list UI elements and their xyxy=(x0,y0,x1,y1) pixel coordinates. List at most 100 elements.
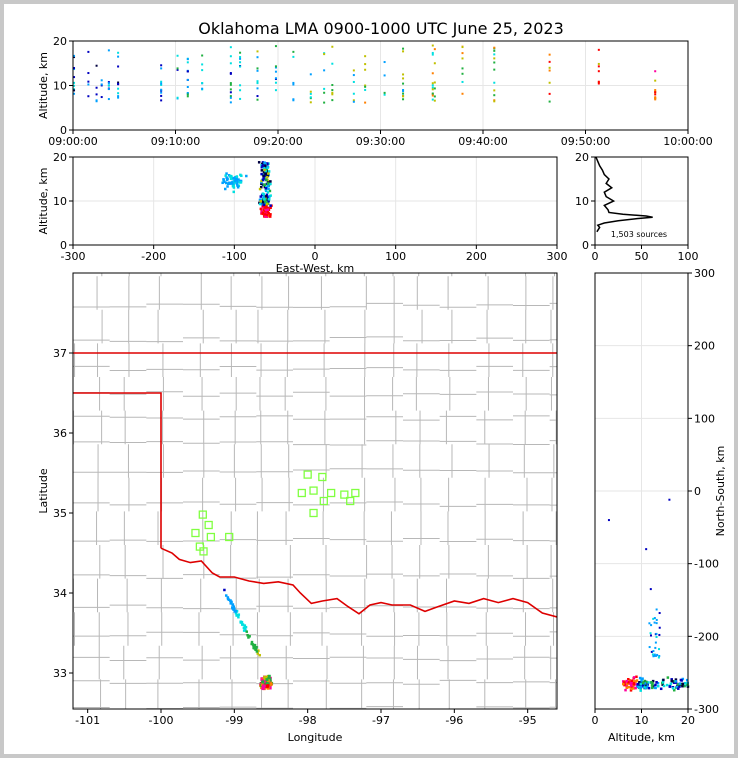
source-point xyxy=(267,170,271,173)
source-point xyxy=(364,88,367,91)
lma-station-marker xyxy=(199,547,208,556)
x-tick-label: 20 xyxy=(681,714,695,727)
source-point xyxy=(260,202,264,205)
source-point xyxy=(674,678,678,681)
source-point xyxy=(87,95,90,98)
source-point xyxy=(266,196,270,199)
source-point xyxy=(268,679,272,683)
source-point xyxy=(256,56,259,59)
source-point xyxy=(266,210,269,213)
source-point xyxy=(247,636,250,639)
source-point xyxy=(265,193,269,197)
source-point xyxy=(274,66,277,69)
source-point xyxy=(265,684,269,688)
source-point xyxy=(323,87,326,90)
lma-station-marker xyxy=(191,528,200,538)
source-point xyxy=(274,81,277,84)
source-point xyxy=(651,686,654,690)
source-point xyxy=(100,96,103,99)
source-point xyxy=(625,686,628,690)
source-point xyxy=(431,72,434,75)
source-point xyxy=(229,82,232,85)
source-point xyxy=(261,178,265,182)
source-point xyxy=(597,62,600,65)
source-point xyxy=(160,82,163,85)
source-point xyxy=(654,98,657,101)
source-point xyxy=(433,81,436,84)
source-point xyxy=(331,89,334,92)
source-point xyxy=(670,678,673,681)
source-point xyxy=(548,66,551,69)
y-tick-label: 37 xyxy=(53,347,67,360)
time-height-panel: 09:00:00 09:10:00 09:20:00 09:30:00 09:40:00… xyxy=(37,35,713,148)
source-point xyxy=(650,650,653,653)
source-point xyxy=(261,680,265,684)
source-point xyxy=(87,72,90,75)
source-point xyxy=(225,172,228,175)
source-point xyxy=(630,684,633,687)
x-tick-label: -100 xyxy=(222,250,247,263)
source-point xyxy=(239,65,242,68)
source-point xyxy=(655,636,658,639)
figure-frame: Oklahoma LMA 0900-1000 UTC June 25, 2023… xyxy=(4,4,734,754)
y-tick-label: 36 xyxy=(53,427,67,440)
ew-altitude-panel: -300 -200 -100 0 100 200 300 0 10 20 East-West, km… xyxy=(37,151,568,275)
source-point xyxy=(235,175,239,178)
source-point xyxy=(597,65,600,68)
source-point xyxy=(431,84,434,87)
source-point xyxy=(267,197,271,201)
source-point xyxy=(309,101,312,104)
source-point xyxy=(433,48,436,51)
source-point xyxy=(651,679,655,683)
source-point xyxy=(676,684,679,687)
source-point xyxy=(255,645,258,649)
source-point xyxy=(639,689,642,692)
source-point xyxy=(264,208,268,212)
source-point xyxy=(654,641,657,644)
source-point xyxy=(261,687,265,691)
lma-station-marker xyxy=(351,488,360,498)
source-point xyxy=(402,89,405,92)
source-point xyxy=(229,55,232,58)
x-tick-label: 0 xyxy=(312,250,319,263)
source-point xyxy=(654,79,657,82)
source-point xyxy=(239,89,242,92)
source-point xyxy=(433,95,436,98)
source-point xyxy=(657,656,660,659)
source-point xyxy=(263,213,267,216)
county-boundary xyxy=(284,273,291,709)
source-point xyxy=(638,683,641,686)
county-boundary xyxy=(484,273,490,709)
source-point xyxy=(107,81,110,84)
source-point xyxy=(461,72,464,75)
source-point xyxy=(223,187,227,191)
figure-canvas: Oklahoma LMA 0900-1000 UTC June 25, 2023… xyxy=(37,19,727,744)
source-point xyxy=(662,678,665,682)
source-point xyxy=(274,45,277,48)
source-point xyxy=(256,98,259,101)
source-point xyxy=(658,612,661,615)
y-tick-label: 300 xyxy=(694,267,715,280)
source-point xyxy=(309,96,312,99)
source-point xyxy=(364,85,367,88)
source-point xyxy=(431,94,434,97)
source-point xyxy=(624,681,628,685)
source-point xyxy=(597,80,600,83)
source-point xyxy=(266,163,269,166)
source-point xyxy=(627,685,631,689)
source-point xyxy=(461,92,464,95)
source-point xyxy=(73,54,76,57)
source-point xyxy=(265,213,269,216)
source-point xyxy=(266,208,270,211)
source-point xyxy=(627,677,630,681)
source-point xyxy=(402,98,405,101)
source-point xyxy=(627,681,630,684)
source-point xyxy=(240,620,244,624)
source-point xyxy=(630,679,634,683)
y-tick-label: -300 xyxy=(694,703,719,716)
source-point xyxy=(87,83,90,86)
source-point xyxy=(674,681,678,684)
source-point xyxy=(637,685,641,688)
source-point xyxy=(662,684,666,688)
source-point xyxy=(655,608,658,611)
